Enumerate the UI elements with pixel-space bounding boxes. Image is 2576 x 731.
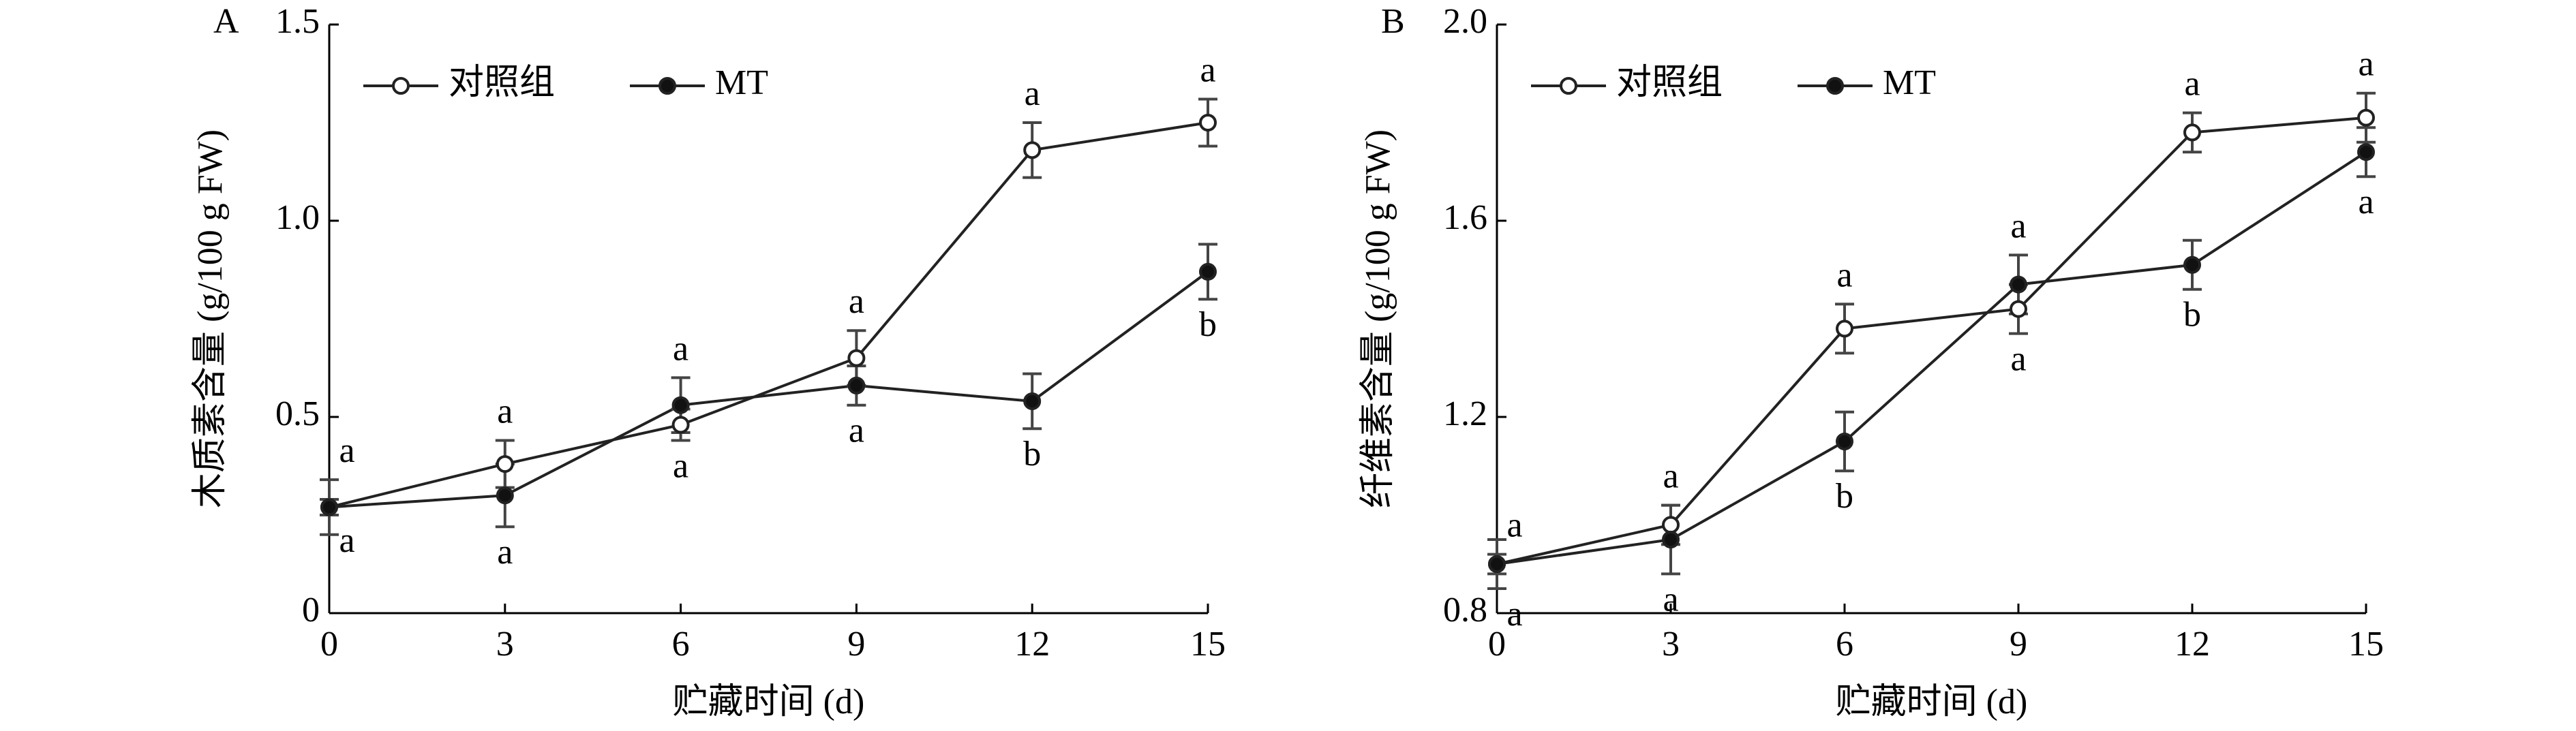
data-point: [1662, 531, 1680, 548]
significance-letter: a: [497, 392, 513, 431]
significance-letter: b: [1836, 477, 1853, 516]
panel-label: A: [213, 2, 239, 41]
significance-letter: a: [497, 533, 513, 572]
data-point: [847, 349, 866, 367]
y-tick-label: 1.2: [1443, 394, 1487, 433]
significance-letter: b: [1023, 435, 1041, 473]
legend-marker: [392, 77, 410, 95]
x-tick-label: 15: [1190, 625, 1226, 664]
x-axis-title: 贮藏时间 (d): [673, 683, 865, 721]
significance-letter: a: [1025, 74, 1040, 113]
significance-letter: a: [2010, 206, 2026, 245]
x-tick-label: 3: [1662, 625, 1680, 664]
x-tick-label: 9: [2010, 625, 2027, 664]
data-point: [2357, 108, 2375, 127]
legend-marker: [1560, 77, 1577, 95]
series-line: [329, 270, 1209, 509]
significance-letter: a: [339, 521, 354, 560]
data-point: [1023, 141, 1042, 159]
x-tick-label: 12: [2175, 625, 2210, 664]
data-point: [847, 376, 866, 394]
y-tick-label: 1.5: [275, 2, 320, 41]
data-point: [320, 498, 338, 516]
legend-label: 对照组: [449, 63, 555, 102]
significance-letter: a: [2358, 45, 2374, 84]
data-point: [1023, 392, 1042, 410]
x-tick-label: 9: [847, 625, 865, 664]
significance-letter: a: [2010, 340, 2026, 379]
series-line: [1496, 116, 2367, 565]
data-point: [1662, 516, 1680, 534]
significance-letter: a: [339, 431, 354, 470]
significance-letter: a: [1663, 580, 1678, 619]
panel-label: B: [1381, 2, 1405, 41]
data-point: [1199, 262, 1217, 281]
significance-letter: a: [849, 282, 864, 321]
data-point: [1836, 320, 1853, 338]
significance-letter: a: [2184, 65, 2200, 104]
x-tick-label: 0: [1488, 625, 1506, 664]
y-tick-label: 2.0: [1443, 2, 1487, 41]
data-point: [2183, 123, 2201, 142]
y-tick-label: 1.6: [1443, 198, 1487, 237]
significance-letter: a: [1200, 50, 1215, 89]
data-point: [1199, 114, 1217, 131]
significance-letter: b: [1199, 305, 1217, 344]
y-tick-label: 1.0: [275, 198, 320, 237]
significance-letter: a: [673, 446, 688, 485]
data-point: [496, 455, 514, 473]
y-axis-title: 木质素含量 (g/100 g FW): [191, 129, 230, 508]
legend-label: 对照组: [1616, 63, 1723, 102]
significance-letter: a: [849, 411, 864, 450]
significance-letter: a: [1836, 255, 1852, 294]
significance-letter: a: [2358, 183, 2374, 221]
data-point: [2357, 143, 2375, 161]
legend-marker: [658, 77, 677, 95]
y-tick-label: 0.5: [275, 394, 320, 433]
y-tick-label: 0: [302, 591, 320, 629]
significance-letter: a: [673, 329, 688, 368]
x-tick-label: 6: [1836, 625, 1853, 664]
legend-marker: [1826, 77, 1845, 95]
data-point: [671, 416, 690, 434]
series-line: [329, 121, 1209, 509]
data-point: [2183, 255, 2201, 274]
x-tick-label: 3: [496, 625, 514, 664]
y-tick-label: 0.8: [1443, 591, 1487, 629]
x-axis-title: 贮藏时间 (d): [1836, 683, 2028, 721]
x-tick-label: 15: [2348, 625, 2384, 664]
series-line: [1496, 151, 2367, 565]
significance-letter: a: [1506, 506, 1522, 545]
significance-letter: b: [2183, 296, 2201, 335]
data-point: [2010, 275, 2027, 294]
x-tick-label: 12: [1014, 625, 1050, 664]
data-point: [1836, 433, 1853, 450]
legend-label: MT: [1883, 63, 1936, 102]
data-point: [671, 396, 690, 414]
x-tick-label: 6: [672, 625, 690, 664]
legend-label: MT: [715, 63, 768, 102]
x-tick-label: 0: [320, 625, 338, 664]
y-axis-title: 纤维素含量 (g/100 g FW): [1359, 129, 1397, 508]
significance-letter: a: [1506, 595, 1522, 634]
data-point: [1488, 555, 1506, 573]
significance-letter: a: [1663, 457, 1678, 496]
data-point: [2010, 300, 2027, 318]
data-point: [496, 486, 514, 505]
